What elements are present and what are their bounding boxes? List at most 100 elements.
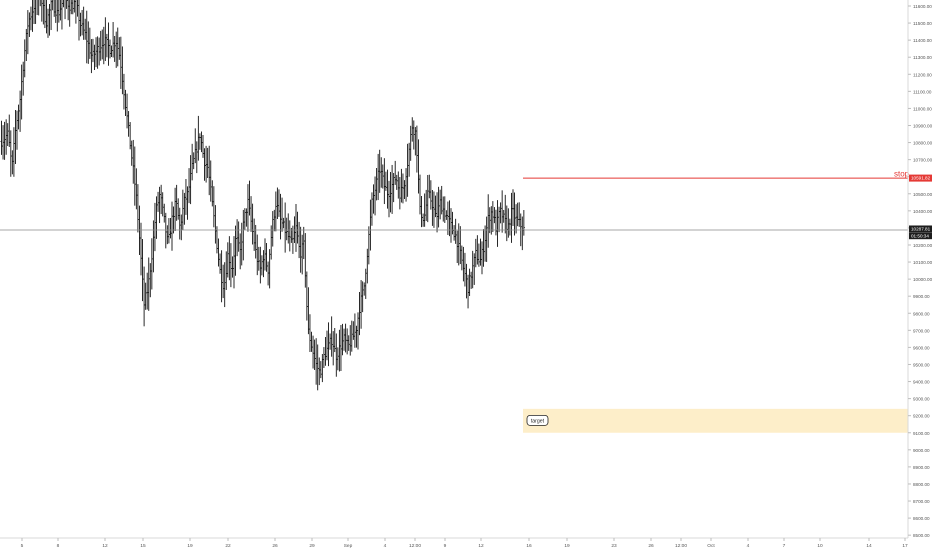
ohlc-bar[interactable] <box>14 110 17 165</box>
ohlc-bar[interactable] <box>82 6 85 40</box>
ohlc-bar[interactable] <box>315 338 318 385</box>
ohlc-bar[interactable] <box>184 179 188 215</box>
ohlc-bar[interactable] <box>87 21 90 64</box>
ohlc-bar[interactable] <box>112 22 115 58</box>
ohlc-bar[interactable] <box>256 234 259 276</box>
ohlc-bar[interactable] <box>381 164 384 189</box>
ohlc-bar[interactable] <box>158 186 161 224</box>
ohlc-bar[interactable] <box>228 236 231 281</box>
ohlc-bar[interactable] <box>459 226 462 265</box>
ohlc-bar[interactable] <box>214 205 217 244</box>
ohlc-bar[interactable] <box>70 0 73 15</box>
ohlc-bar[interactable] <box>428 174 431 199</box>
ohlc-bar[interactable] <box>240 222 243 266</box>
ohlc-bar[interactable] <box>183 192 186 225</box>
ohlc-bar[interactable] <box>54 0 57 23</box>
ohlc-bar[interactable] <box>229 243 232 288</box>
ohlc-bar[interactable] <box>119 36 122 89</box>
ohlc-bar[interactable] <box>496 200 499 247</box>
ohlc-bar[interactable] <box>485 216 488 262</box>
ohlc-bar[interactable] <box>19 90 22 132</box>
ohlc-bar[interactable] <box>191 143 194 181</box>
ohlc-bar[interactable] <box>361 281 364 313</box>
ohlc-bar[interactable] <box>96 36 99 69</box>
ohlc-bar[interactable] <box>262 250 265 278</box>
ohlc-bar[interactable] <box>187 168 191 204</box>
ohlc-bar[interactable] <box>28 12 31 37</box>
ohlc-bar[interactable] <box>232 236 236 289</box>
ohlc-bar[interactable] <box>5 119 8 155</box>
ohlc-bar[interactable] <box>415 125 418 173</box>
ohlc-bar[interactable] <box>99 30 102 61</box>
ohlc-bar[interactable] <box>43 0 46 29</box>
ohlc-bar[interactable] <box>462 246 465 282</box>
ohlc-bar[interactable] <box>448 200 451 237</box>
ohlc-bar[interactable] <box>504 194 507 234</box>
ohlc-bar[interactable] <box>251 203 254 245</box>
ohlc-bar[interactable] <box>174 187 177 232</box>
ohlc-bar[interactable] <box>263 238 267 271</box>
ohlc-bar[interactable] <box>88 27 91 59</box>
ohlc-bar[interactable] <box>423 193 426 227</box>
ohlc-bar[interactable] <box>225 251 228 290</box>
ohlc-bar[interactable] <box>479 238 482 266</box>
ohlc-bar[interactable] <box>260 255 263 276</box>
ohlc-bar[interactable] <box>466 274 470 309</box>
ohlc-bar[interactable] <box>282 217 285 229</box>
ohlc-bar[interactable] <box>143 266 146 327</box>
ohlc-bar[interactable] <box>192 152 195 170</box>
ohlc-bar[interactable] <box>0 120 3 155</box>
ohlc-bar[interactable] <box>507 208 510 238</box>
ohlc-bar[interactable] <box>471 250 474 289</box>
ohlc-bar[interactable] <box>473 253 476 285</box>
ohlc-bar[interactable] <box>426 175 429 223</box>
ohlc-bar[interactable] <box>237 221 240 252</box>
ohlc-bar[interactable] <box>429 180 432 210</box>
ohlc-bar[interactable] <box>155 196 158 239</box>
ohlc-bar[interactable] <box>147 257 150 311</box>
ohlc-bar[interactable] <box>417 139 420 194</box>
ohlc-bar[interactable] <box>124 89 127 117</box>
ohlc-bar[interactable] <box>505 205 508 242</box>
ohlc-bar[interactable] <box>302 226 305 260</box>
ohlc-bar[interactable] <box>125 93 129 129</box>
ohlc-bar[interactable] <box>105 33 108 58</box>
ohlc-bar[interactable] <box>418 174 422 215</box>
ohlc-bar[interactable] <box>339 325 343 372</box>
ohlc-bar[interactable] <box>502 209 505 223</box>
ohlc-bar[interactable] <box>443 196 446 223</box>
ohlc-bar[interactable] <box>305 271 308 321</box>
ohlc-bar[interactable] <box>383 158 386 205</box>
ohlc-bar[interactable] <box>439 189 442 220</box>
ohlc-bar[interactable] <box>130 140 133 166</box>
ohlc-bar[interactable] <box>222 264 225 299</box>
ohlc-bar[interactable] <box>313 339 316 370</box>
ohlc-bar[interactable] <box>480 241 484 275</box>
ohlc-bar[interactable] <box>468 268 471 296</box>
ohlc-bar[interactable] <box>25 28 28 61</box>
ohlc-bar[interactable] <box>102 26 105 65</box>
ohlc-bar[interactable] <box>445 210 448 220</box>
ohlc-bar[interactable] <box>132 139 135 184</box>
ohlc-bar[interactable] <box>9 130 12 177</box>
ohlc-bar[interactable] <box>156 191 160 212</box>
ohlc-bar[interactable] <box>432 191 436 228</box>
ohlc-bar[interactable] <box>299 226 302 273</box>
ohlc-bar[interactable] <box>366 248 369 284</box>
ohlc-bar[interactable] <box>318 357 321 386</box>
ohlc-bar[interactable] <box>280 197 284 232</box>
price-axis[interactable]: 11600.00 11500.00 11400.00 11300.00 11200.00… <box>907 0 932 538</box>
ohlc-bar[interactable] <box>121 46 124 95</box>
ohlc-bar[interactable] <box>150 238 153 290</box>
ohlc-bar[interactable] <box>161 192 164 217</box>
ohlc-bar[interactable] <box>181 189 184 231</box>
ohlc-bar[interactable] <box>209 160 212 202</box>
ohlc-bar[interactable] <box>316 344 319 391</box>
ohlc-bar[interactable] <box>79 12 82 37</box>
ohlc-bar[interactable] <box>497 206 501 233</box>
ohlc-bar[interactable] <box>246 184 250 232</box>
ohlc-bar[interactable] <box>347 335 350 351</box>
ohlc-bar[interactable] <box>294 203 298 252</box>
ohlc-bar[interactable] <box>167 218 170 244</box>
